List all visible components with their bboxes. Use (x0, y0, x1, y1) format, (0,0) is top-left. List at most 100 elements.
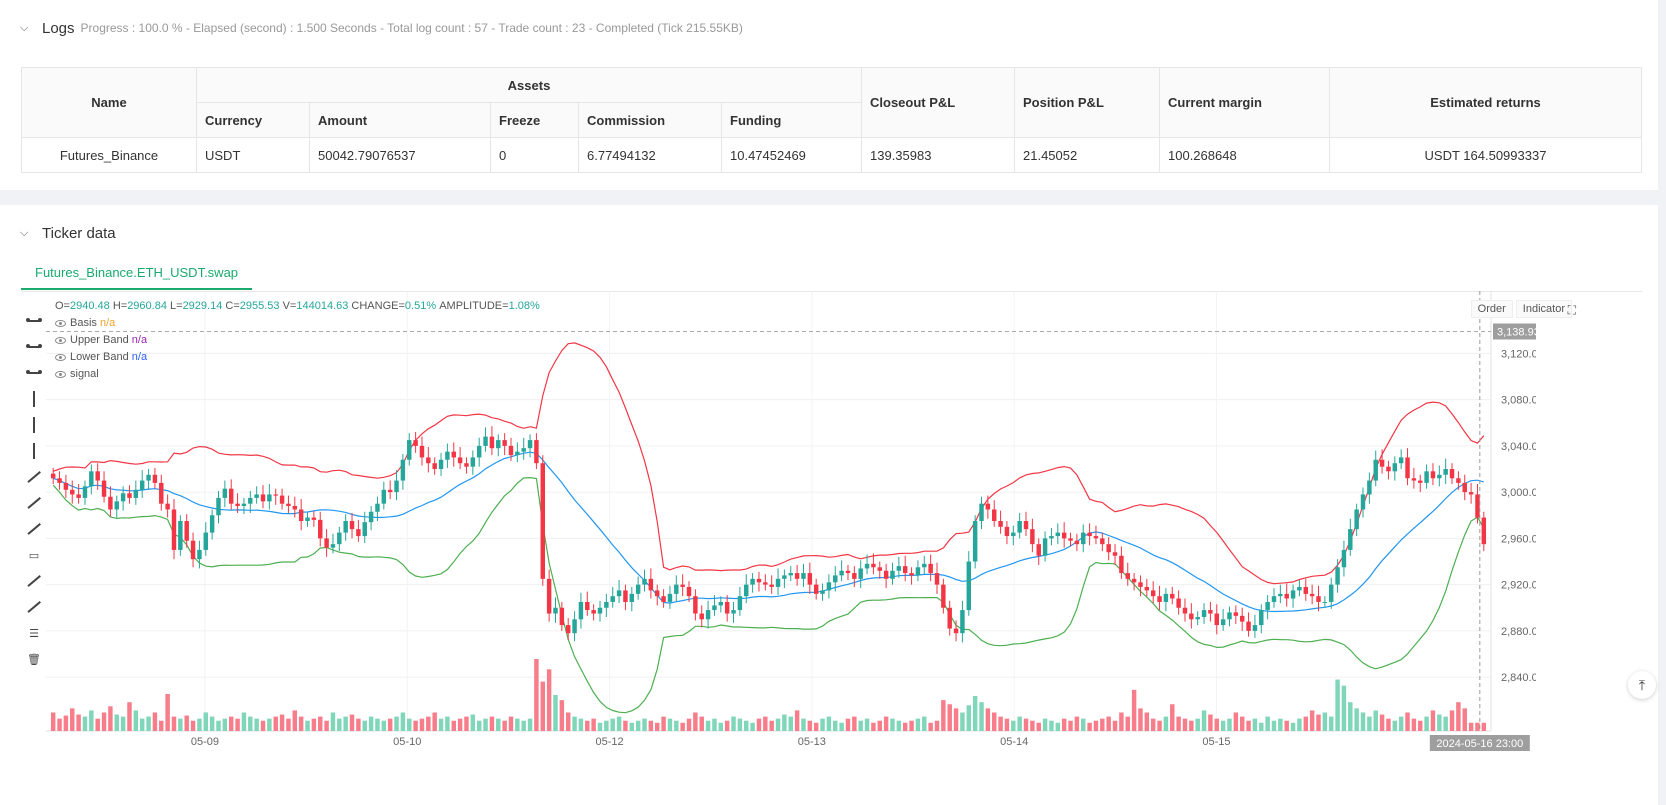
col-assets: Assets (196, 67, 862, 103)
volume-bar (1379, 714, 1385, 731)
price-chart[interactable]: 3,120.00 3,080.00 3,040.00 3,000.00 2,960.00… (46, 291, 1536, 751)
segment-tool-icon[interactable] (24, 516, 44, 542)
candle-body (457, 457, 463, 464)
legend-upper-band[interactable]: Upper Band n/a (55, 332, 540, 349)
fibonacci-tool-icon[interactable]: ☰ (29, 627, 39, 640)
volume-bar (457, 718, 463, 731)
horizontal-line-tool-icon[interactable] (24, 308, 44, 334)
volume-bar (998, 716, 1003, 731)
trash-icon[interactable]: 🗑 (27, 653, 41, 666)
volume-bar (1259, 722, 1264, 731)
volume-bar (470, 714, 476, 731)
volume-bar (133, 710, 139, 731)
candle-body (1163, 593, 1169, 602)
volume-bar (578, 718, 584, 731)
chevron-down-icon[interactable]: ⌵ (20, 227, 29, 239)
volume-bar (1233, 712, 1239, 731)
volume-bar (724, 720, 730, 731)
candle-body (979, 503, 984, 522)
candle-body (127, 493, 132, 498)
candle-body (286, 503, 291, 506)
order-button[interactable]: Order (1470, 300, 1513, 318)
vertical-line-tool-icon[interactable] (24, 386, 44, 412)
vertical-ray-tool-icon[interactable] (24, 438, 44, 464)
candle-body (1297, 586, 1302, 591)
legend-basis[interactable]: Basis n/a (55, 315, 540, 332)
candle-body (1170, 593, 1175, 599)
horizontal-ray-tool-icon[interactable] (24, 334, 44, 360)
extended-line-tool-icon[interactable] (24, 360, 44, 386)
candle-body (1201, 610, 1207, 617)
volume-bar (1182, 718, 1188, 731)
col-freeze: Freeze (490, 102, 579, 138)
logs-header[interactable]: ⌵ Logs Progress : 100.0 % - Elapsed (sec… (20, 18, 743, 38)
chevron-down-icon[interactable]: ⌵ (20, 22, 29, 34)
legend-signal[interactable]: signal (55, 366, 540, 383)
volume-bar (845, 718, 851, 731)
volume-bar (1354, 708, 1359, 731)
cell-amount: 50042.79076537 (309, 137, 491, 173)
fullscreen-icon[interactable]: ⛶ (1567, 303, 1576, 317)
trend-line-tool-icon[interactable] (24, 464, 44, 490)
volume-bar (527, 718, 533, 731)
volume-bar (1462, 708, 1467, 731)
volume-bar (890, 718, 895, 731)
vertical-segment-tool-icon[interactable] (24, 412, 44, 438)
volume-bar (972, 696, 978, 731)
volume-bar (1481, 722, 1487, 731)
candle-body (807, 573, 813, 585)
candle-body (915, 567, 921, 576)
eye-icon[interactable] (55, 320, 66, 327)
candle-body (1348, 529, 1353, 550)
volume-bar (254, 718, 259, 731)
legend-lower-band[interactable]: Lower Band n/a (55, 349, 540, 366)
eye-icon[interactable] (55, 337, 66, 344)
candle-body (763, 582, 768, 585)
candle-body (95, 471, 100, 481)
volume-bar (629, 722, 635, 731)
candle-body (305, 517, 310, 522)
volume-bar (1036, 722, 1041, 731)
volume-bar (960, 712, 965, 731)
candle-body (356, 529, 361, 537)
volume-bar (203, 712, 209, 731)
eye-icon[interactable] (55, 371, 66, 378)
legend-basis-label: Basis (70, 317, 97, 329)
parallel-channel-tool-icon[interactable] (24, 568, 44, 594)
candle-body (623, 590, 628, 602)
candle-body (1246, 621, 1251, 631)
candle-body (178, 521, 183, 550)
candle-body (794, 573, 800, 579)
volume-bar (241, 712, 247, 731)
scroll-to-top-icon[interactable]: ⤒ (1628, 671, 1656, 699)
candle-body (1328, 584, 1334, 602)
channel-tool-icon[interactable] (24, 594, 44, 620)
volume-bar (934, 720, 940, 731)
volume-bar (1348, 702, 1353, 731)
candle-body (1049, 536, 1054, 539)
trend-ray-tool-icon[interactable] (24, 490, 44, 516)
volume-bar (216, 720, 221, 731)
candle-body (114, 501, 119, 510)
volume-bar (1271, 720, 1277, 731)
price-range-tool-icon[interactable]: ▭ (28, 549, 40, 562)
candle-body (248, 497, 253, 504)
volume-bar (877, 720, 882, 731)
volume-bar (489, 716, 495, 731)
col-closeout-pnl: Closeout P&L (861, 67, 1015, 138)
indicator-button[interactable]: Indicator (1515, 300, 1572, 318)
candle-body (1227, 612, 1232, 620)
volume-bar (750, 722, 755, 731)
candle-body (585, 601, 590, 611)
volume-bar (604, 720, 609, 731)
candle-body (864, 563, 870, 569)
cell-funding: 10.47452469 (721, 137, 862, 173)
x-tick-label: 05-15 (1202, 736, 1230, 748)
volume-bar (1392, 720, 1398, 731)
candle-body (1475, 494, 1480, 518)
volume-bar (1265, 716, 1270, 731)
ticker-header[interactable]: ⌵ Ticker data (20, 223, 116, 243)
candle-body (947, 607, 952, 629)
tab-eth-usdt-swap[interactable]: Futures_Binance.ETH_USDT.swap (21, 256, 253, 290)
eye-icon[interactable] (55, 354, 66, 361)
